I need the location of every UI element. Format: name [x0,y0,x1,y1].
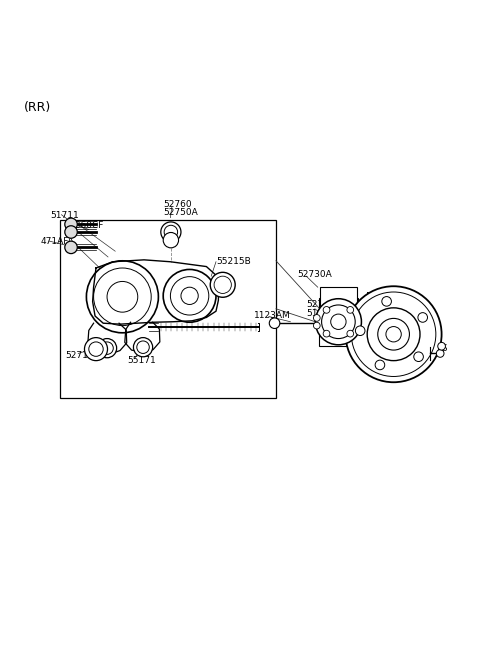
Text: 52730A: 52730A [298,270,332,279]
Circle shape [101,342,113,354]
Circle shape [438,342,445,350]
Circle shape [107,281,138,312]
Circle shape [65,226,77,238]
Circle shape [346,286,442,382]
Bar [320,287,357,313]
Circle shape [323,306,330,314]
Circle shape [331,314,346,329]
Circle shape [322,305,355,338]
Circle shape [214,276,231,293]
Text: 1220FS: 1220FS [415,344,449,353]
Circle shape [313,315,320,321]
Text: 52752: 52752 [306,300,335,310]
Text: 471AFA: 471AFA [41,237,74,246]
Text: 52760: 52760 [163,199,192,209]
Circle shape [414,352,423,361]
Circle shape [269,318,280,329]
Circle shape [89,342,103,356]
Circle shape [97,338,117,358]
Text: 51711: 51711 [50,211,79,220]
Circle shape [133,338,153,357]
Circle shape [382,297,391,306]
Bar [60,220,276,398]
Text: 52750A: 52750A [163,209,198,217]
Circle shape [347,330,354,337]
Text: (RR): (RR) [24,102,51,114]
Circle shape [315,298,361,345]
Circle shape [65,218,77,230]
Circle shape [375,360,385,370]
Text: 52718: 52718 [65,351,94,360]
Circle shape [386,327,401,342]
Circle shape [94,268,151,325]
Circle shape [170,277,209,315]
Circle shape [84,338,108,361]
Circle shape [355,326,365,335]
Circle shape [323,330,330,337]
Circle shape [313,322,320,329]
Circle shape [181,287,198,304]
Circle shape [436,350,444,358]
Circle shape [163,270,216,322]
Bar [319,298,358,346]
Circle shape [210,272,235,297]
Circle shape [378,318,409,350]
Text: 55215B: 55215B [216,257,251,266]
Circle shape [86,261,158,333]
Circle shape [164,225,178,239]
Text: 55171: 55171 [127,356,156,365]
Circle shape [137,341,149,354]
Circle shape [347,306,354,314]
Text: 58411D: 58411D [365,293,400,301]
Circle shape [163,232,179,248]
Text: 1360CF: 1360CF [70,221,104,230]
Circle shape [65,241,77,254]
Circle shape [161,222,181,242]
Text: 1123AM: 1123AM [254,312,291,321]
Text: 58414: 58414 [394,365,422,375]
Text: 51752: 51752 [306,309,335,318]
Circle shape [351,292,436,377]
Circle shape [367,308,420,361]
Circle shape [418,313,428,322]
